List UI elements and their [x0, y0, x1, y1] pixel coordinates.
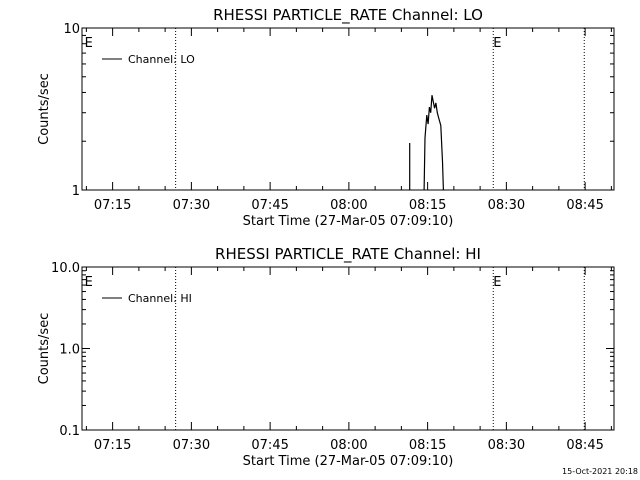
event-marker-label: E: [85, 36, 93, 51]
x-tick-label: 08:00: [330, 198, 367, 213]
x-tick-label: 08:00: [330, 438, 367, 453]
series-line-segment: [423, 95, 444, 191]
x-axis-label: Start Time (27-Mar-05 07:09:10): [243, 454, 454, 469]
x-tick-label: 07:30: [173, 198, 210, 213]
event-marker-label: E: [493, 36, 501, 51]
y-axis-label: Counts/sec: [37, 73, 52, 145]
y-tick-label: 1.0: [59, 343, 80, 358]
x-tick-label: 08:30: [488, 438, 525, 453]
x-tick-label: 07:45: [251, 198, 288, 213]
x-tick-label: 08:45: [566, 198, 603, 213]
footer-timestamp: 15-Oct-2021 20:18: [562, 467, 638, 476]
x-tick-label: 08:45: [566, 438, 603, 453]
x-tick-label: 08:15: [409, 198, 446, 213]
chart-panel: RHESSI PARTICLE_RATE Channel: HI E E 07:15 0…: [37, 245, 615, 469]
chart-title: RHESSI PARTICLE_RATE Channel: LO: [213, 6, 483, 25]
legend-label: Channel: LO: [128, 53, 195, 66]
y-tick-label: 0.1: [59, 424, 80, 439]
plot-frame: [81, 27, 615, 191]
event-marker-label: E: [493, 275, 501, 290]
y-axis-label: Counts/sec: [37, 313, 52, 385]
x-tick-label: 07:30: [173, 438, 210, 453]
x-tick-label: 07:45: [251, 438, 288, 453]
chart-panel: RHESSI PARTICLE_RATE Channel: LO E E 07:15 0…: [37, 6, 615, 229]
y-tick-label: 10.0: [51, 261, 80, 276]
chart-title: RHESSI PARTICLE_RATE Channel: HI: [215, 245, 481, 264]
x-tick-label: 08:15: [409, 438, 446, 453]
y-tick-label: 1: [72, 184, 80, 199]
x-tick-label: 07:15: [94, 438, 131, 453]
x-axis-label: Start Time (27-Mar-05 07:09:10): [243, 214, 454, 229]
y-tick-label: 10: [63, 22, 80, 37]
event-marker-label: E: [85, 275, 93, 290]
x-tick-label: 07:15: [94, 198, 131, 213]
legend-label: Channel: HI: [128, 292, 192, 305]
x-tick-label: 08:30: [488, 198, 525, 213]
